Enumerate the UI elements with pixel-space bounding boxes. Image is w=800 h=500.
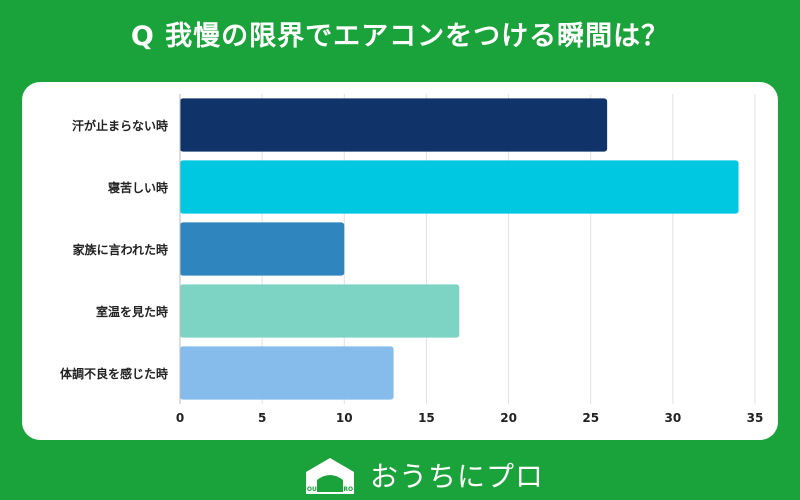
x-tick-label-5: 25 bbox=[582, 411, 599, 425]
chart-title: Q 我慢の限界でエアコンをつける瞬間は？ bbox=[130, 21, 670, 52]
footer: OUCHI ni PRO おうちにプロ bbox=[0, 452, 800, 496]
bar-2 bbox=[180, 222, 345, 276]
category-label-1: 寝苦しい時 bbox=[108, 180, 168, 195]
x-tick-label-1: 5 bbox=[258, 411, 266, 425]
chart-panel: 汗が止まらない時寝苦しい時家族に言われた時室温を見た時体調不良を感じた時 0 5 10… bbox=[22, 82, 778, 440]
logo-small-text: OUCHI ni PRO bbox=[307, 486, 353, 493]
brand-name: おうちにプロ bbox=[370, 460, 545, 493]
bar-0 bbox=[180, 98, 608, 152]
category-label-3: 室温を見た時 bbox=[96, 304, 168, 319]
house-logo-icon: OUCHI ni PRO bbox=[306, 458, 354, 494]
x-tick-label-4: 20 bbox=[500, 411, 517, 425]
category-label-4: 体調不良を感じた時 bbox=[60, 366, 168, 381]
bar-1 bbox=[180, 160, 739, 214]
x-tick-label-2: 10 bbox=[336, 411, 353, 425]
x-tick-label-6: 30 bbox=[665, 411, 682, 425]
bar-4 bbox=[180, 346, 394, 400]
x-tick-label-0: 0 bbox=[176, 411, 184, 425]
x-tick-label-3: 15 bbox=[418, 411, 435, 425]
category-label-2: 家族に言われた時 bbox=[73, 242, 168, 257]
bar-3 bbox=[180, 284, 460, 338]
category-label-0: 汗が止まらない時 bbox=[72, 118, 168, 133]
x-tick-label-7: 35 bbox=[747, 411, 764, 425]
